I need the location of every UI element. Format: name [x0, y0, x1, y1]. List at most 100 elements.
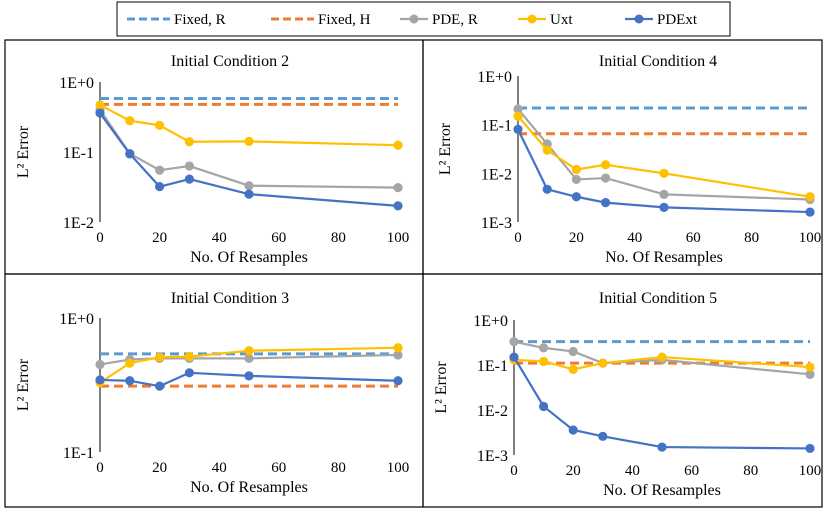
x-tick-label: 20	[152, 460, 167, 476]
data-point-pdext	[155, 381, 165, 391]
legend: Fixed, R Fixed, H PDE, R Uxt PDExt	[116, 1, 731, 37]
series-uxt	[513, 111, 815, 202]
series-line-uxt	[99, 346, 399, 384]
chart-title: Initial Condition 2	[171, 53, 289, 70]
chart-title: Initial Condition 4	[599, 53, 717, 70]
legend-label-pde-r: PDE, R	[432, 12, 478, 28]
data-point-pde-r	[805, 369, 815, 379]
data-point-pde-r	[513, 104, 523, 114]
series-line-pde-r	[513, 340, 811, 376]
data-point-pdext	[95, 108, 105, 118]
data-point-uxt	[184, 352, 194, 362]
y-tick-label: 1E+0	[477, 69, 512, 86]
data-point-pde-r	[155, 165, 165, 175]
x-axis-label: No. Of Resamples	[190, 249, 308, 266]
y-tick-label: 1E-3	[481, 215, 512, 232]
x-tick-label: 0	[514, 230, 522, 246]
y-axis-label: L² Error	[437, 122, 454, 175]
data-point-pde-r	[568, 346, 578, 357]
data-point-uxt	[601, 160, 611, 170]
y-tick-label: 1E-2	[63, 215, 94, 232]
series-pdext	[95, 108, 403, 211]
panel-ic5-frame	[422, 273, 823, 508]
y-axis-label: L² Error	[15, 358, 32, 411]
data-point-uxt	[244, 136, 254, 146]
data-point-pde-r	[571, 174, 582, 185]
x-tick-label: 20	[566, 463, 581, 479]
data-point-pde-r	[393, 350, 403, 360]
data-point-pdext	[95, 375, 105, 385]
data-point-uxt	[393, 140, 403, 150]
series-line-pde-r	[517, 108, 811, 201]
data-point-pde-r	[601, 173, 611, 183]
series-line-uxt	[513, 355, 811, 371]
chart-initial-condition-3: Initial Condition 3 1E+0 1E-10 20 40 60 80 100 N…	[15, 290, 409, 496]
data-point-uxt	[657, 352, 667, 362]
y-tick-label: 1E-3	[477, 448, 508, 465]
y-tick-label: 1E-2	[477, 403, 508, 420]
series-line-pde-r	[99, 353, 399, 366]
data-point-uxt	[184, 137, 194, 147]
series-pdext	[95, 368, 403, 391]
data-point-uxt	[568, 364, 578, 374]
x-tick-label: 60	[271, 230, 286, 246]
data-point-uxt	[805, 192, 815, 202]
data-point-uxt	[598, 358, 608, 368]
data-point-pdext	[571, 192, 582, 202]
x-tick-label: 40	[625, 463, 640, 479]
y-tick-label: 1E+0	[59, 311, 94, 328]
data-point-pdext	[513, 124, 523, 134]
x-tick-label: 0	[96, 230, 104, 246]
legend-items: Fixed, R Fixed, H PDE, R Uxt PDExt	[127, 12, 698, 28]
chart-initial-condition-4: Initial Condition 4 1E+0 1E-1 1E-2 1E-30 20 40…	[437, 53, 821, 266]
data-point-uxt	[659, 168, 669, 178]
x-tick-label: 20	[569, 230, 584, 246]
series-line-uxt	[99, 103, 399, 147]
series-line-uxt	[517, 115, 811, 198]
data-point-pdext	[393, 376, 403, 386]
data-point-uxt	[155, 120, 165, 130]
legend-label-uxt: Uxt	[550, 12, 573, 28]
data-point-uxt	[125, 358, 135, 368]
data-point-uxt	[155, 352, 165, 362]
series-line-pdext	[517, 128, 811, 214]
data-point-pdext	[657, 442, 667, 452]
data-point-pdext	[659, 202, 669, 212]
data-point-pdext	[155, 182, 165, 192]
data-point-pde-r	[244, 181, 254, 191]
series-pdext	[509, 352, 815, 454]
x-tick-label: 60	[684, 463, 699, 479]
panel-grid	[4, 39, 823, 508]
data-point-uxt	[542, 145, 552, 155]
data-point-pdext	[568, 425, 578, 435]
data-point-uxt	[571, 164, 582, 175]
data-point-pde-r	[539, 343, 549, 353]
legend-label-fixed-r: Fixed, R	[174, 12, 226, 28]
data-point-uxt	[805, 362, 815, 372]
data-point-uxt	[539, 356, 549, 367]
x-tick-label: 100	[387, 230, 410, 246]
data-point-pdext	[184, 174, 194, 184]
chart-initial-condition-5: Initial Condition 5 1E+0 1E-1 1E-2 1E-30 20 40…	[433, 290, 821, 499]
chart-title: Initial Condition 3	[171, 290, 289, 307]
data-point-pdext	[805, 207, 815, 217]
x-tick-label: 20	[152, 230, 167, 246]
data-point-pde-r	[184, 161, 194, 171]
data-point-pdext	[805, 443, 815, 454]
series-line-pdext	[99, 371, 399, 388]
series-line-pdext	[513, 356, 811, 450]
x-tick-label: 40	[627, 230, 642, 246]
y-tick-label: 1E-1	[477, 358, 508, 375]
data-point-pde-r	[659, 189, 669, 199]
x-tick-label: 60	[686, 230, 701, 246]
series-line-pdext	[99, 112, 399, 207]
data-point-pdext	[184, 368, 194, 378]
y-tick-label: 1E-2	[481, 166, 512, 183]
x-axis-label: No. Of Resamples	[190, 479, 308, 496]
data-point-pde-r	[244, 353, 254, 363]
legend-marker-pdext	[634, 14, 644, 24]
data-point-uxt	[513, 111, 523, 121]
data-point-pdext	[393, 201, 403, 211]
y-tick-label: 1E-1	[63, 445, 94, 462]
